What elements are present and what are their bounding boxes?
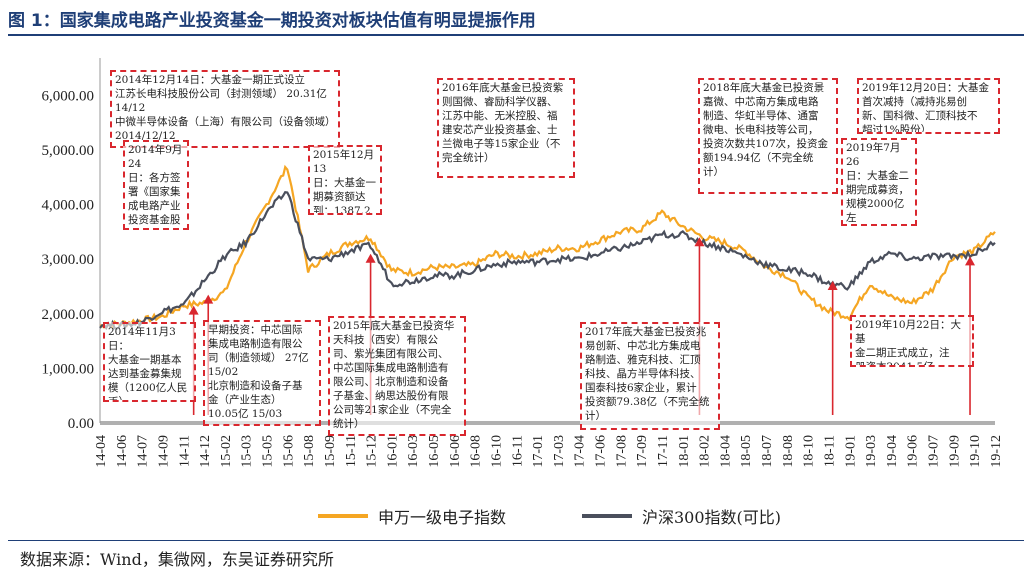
x-tick-label: 19-09: [947, 435, 962, 468]
arrow-head: [965, 256, 976, 266]
y-tick-label: 5,000.00: [42, 143, 95, 159]
y-tick-label: 0.00: [68, 416, 94, 432]
x-tick-label: 19-07: [927, 435, 942, 468]
annotation-phase2-established: 2019年10月22日：大基 金二期正式成立，注 册资本2041.5亿: [850, 315, 974, 367]
x-tick-label: 18-02: [698, 435, 713, 468]
title-rule: [8, 34, 1024, 36]
x-tick-label: 18-01: [677, 435, 692, 468]
x-tick-label: 16-03: [406, 435, 421, 468]
x-tick-label: 16-01: [385, 435, 400, 468]
x-tick-label: 15-11: [344, 435, 359, 467]
x-tick-label: 14-06: [115, 435, 130, 468]
arrow-head: [827, 281, 838, 290]
x-tick-label: 15-08: [302, 435, 317, 468]
legend-series-1: 申万一级电子指数: [318, 504, 506, 528]
x-tick-label: 16-11: [510, 435, 525, 467]
x-tick-label: 19-06: [906, 435, 921, 468]
legend-swatch-1: [318, 514, 368, 518]
x-tick-label: 18-05: [739, 435, 754, 468]
annotation-phase2-funded: 2019年7月26 日：大基金二 期完成募资， 规模2000亿左 右: [841, 138, 917, 226]
chart-title: 图 1：国家集成电路产业投资基金一期投资对板块估值有明显提振作用: [8, 11, 536, 31]
x-tick-label: 14-04: [94, 435, 109, 468]
annotation-first-reduction: 2019年12月20日：大基金 首次减持（减持兆易创 新、国科微、汇顶科技不 超…: [857, 78, 1000, 134]
y-tick-label: 6,000.00: [42, 88, 95, 104]
x-tick-label: 18-04: [718, 435, 733, 468]
series-line-2: [99, 191, 996, 331]
x-tick-label: 19-12: [989, 435, 1004, 468]
y-tick-label: 3,000.00: [42, 252, 95, 268]
annotation-early-investments: 早期投资：中芯国际 集成电路制造有限公 司（制造领域） 27亿 15/02 北京…: [203, 320, 321, 426]
arrow-head: [365, 253, 376, 263]
x-tick-label: 19-03: [864, 435, 879, 468]
annotation-2016-investments: 2016年底大基金已投资紫 则国微、睿励科学仪器、 江苏中能、无米控股、福 建安…: [437, 78, 575, 178]
annotation-2017-investments: 2017年底大基金已投资兆 易创新、中芯北方集成电 路制造、雅克科技、汇顶 科技…: [580, 322, 720, 430]
legend-label-2: 沪深300指数(可比): [642, 508, 782, 527]
x-tick-label: 16-05: [427, 435, 442, 468]
x-tick-label: 15-02: [219, 435, 234, 468]
x-tick-label: 17-09: [635, 435, 650, 468]
annotation-2015-investments: 2015年底大基金已投资华 天科技（西安）有限公 司、紫光集团有限公司、 中芯国…: [328, 316, 466, 436]
source-note: 数据来源：Wind，集微网，东吴证券研究所: [20, 550, 334, 569]
x-tick-label: 19-01: [843, 435, 858, 468]
annotation-fund-target-reached: 2014年11月3日： 大基金一期基本 达到基金募集规 模（1200亿人民 币）: [103, 322, 196, 402]
legend-label-1: 申万一级电子指数: [378, 508, 507, 527]
legend-series-2: 沪深300指数(可比): [582, 504, 781, 528]
x-tick-label: 15-03: [240, 435, 255, 468]
x-tick-label: 18-11: [822, 435, 837, 467]
y-tick-label: 1,000.00: [42, 361, 95, 377]
x-tick-label: 18-07: [760, 435, 775, 468]
footer-rule: [8, 540, 1024, 541]
x-tick-label: 15-05: [261, 435, 276, 468]
y-tick-label: 4,000.00: [42, 198, 95, 214]
x-tick-label: 16-10: [489, 435, 504, 468]
x-tick-label: 14-07: [136, 435, 151, 468]
x-tick-label: 17-11: [656, 435, 671, 467]
x-tick-label: 17-06: [594, 435, 609, 468]
annotation-fund-agreement: 2014年9月24 日：各方签 署《国家集 成电路产业 投资基金股: [123, 140, 189, 230]
x-tick-label: 15-06: [281, 435, 296, 468]
x-tick-label: 16-06: [448, 435, 463, 468]
line-chart: 0.00 1,000.00 2,000.00 3,000.00 4,000.00 5,00…: [42, 58, 1004, 468]
y-tick-label: 2,000.00: [42, 307, 95, 323]
x-tick-label: 18-08: [781, 435, 796, 468]
annotation-2018-investments: 2018年底大基金已投资景 嘉微、中芯南方集成电路 制造、华虹半导体、通富 微电…: [698, 78, 838, 194]
x-tick-label: 14-09: [156, 435, 171, 468]
x-tick-label: 15-09: [323, 435, 338, 468]
arrow-head: [203, 294, 214, 304]
x-tick-label: 17-01: [531, 435, 546, 468]
legend-swatch-2: [582, 514, 632, 518]
annotation-fund-established: 2014年12月14日：大基金一期正式设立 江苏长电科技股份公司（封测领域） 2…: [110, 70, 340, 148]
x-tick-label: 18-10: [802, 435, 817, 468]
arrow-head: [188, 305, 199, 315]
x-tick-label: 15-12: [365, 435, 380, 468]
x-tick-label: 17-03: [552, 435, 567, 468]
x-tick-label: 17-04: [573, 435, 588, 468]
x-tick-label: 19-10: [968, 435, 983, 468]
x-tick-label: 17-08: [614, 435, 629, 468]
x-tick-label: 14-12: [198, 435, 213, 468]
annotation-fund-raised: 2015年12月13 日：大基金一 期募资额达 到：1387.2亿: [308, 145, 382, 215]
x-tick-label: 16-08: [469, 435, 484, 468]
x-tick-label: 19-04: [885, 435, 900, 468]
arrow-head: [694, 237, 705, 247]
x-tick-label: 14-11: [177, 435, 192, 467]
